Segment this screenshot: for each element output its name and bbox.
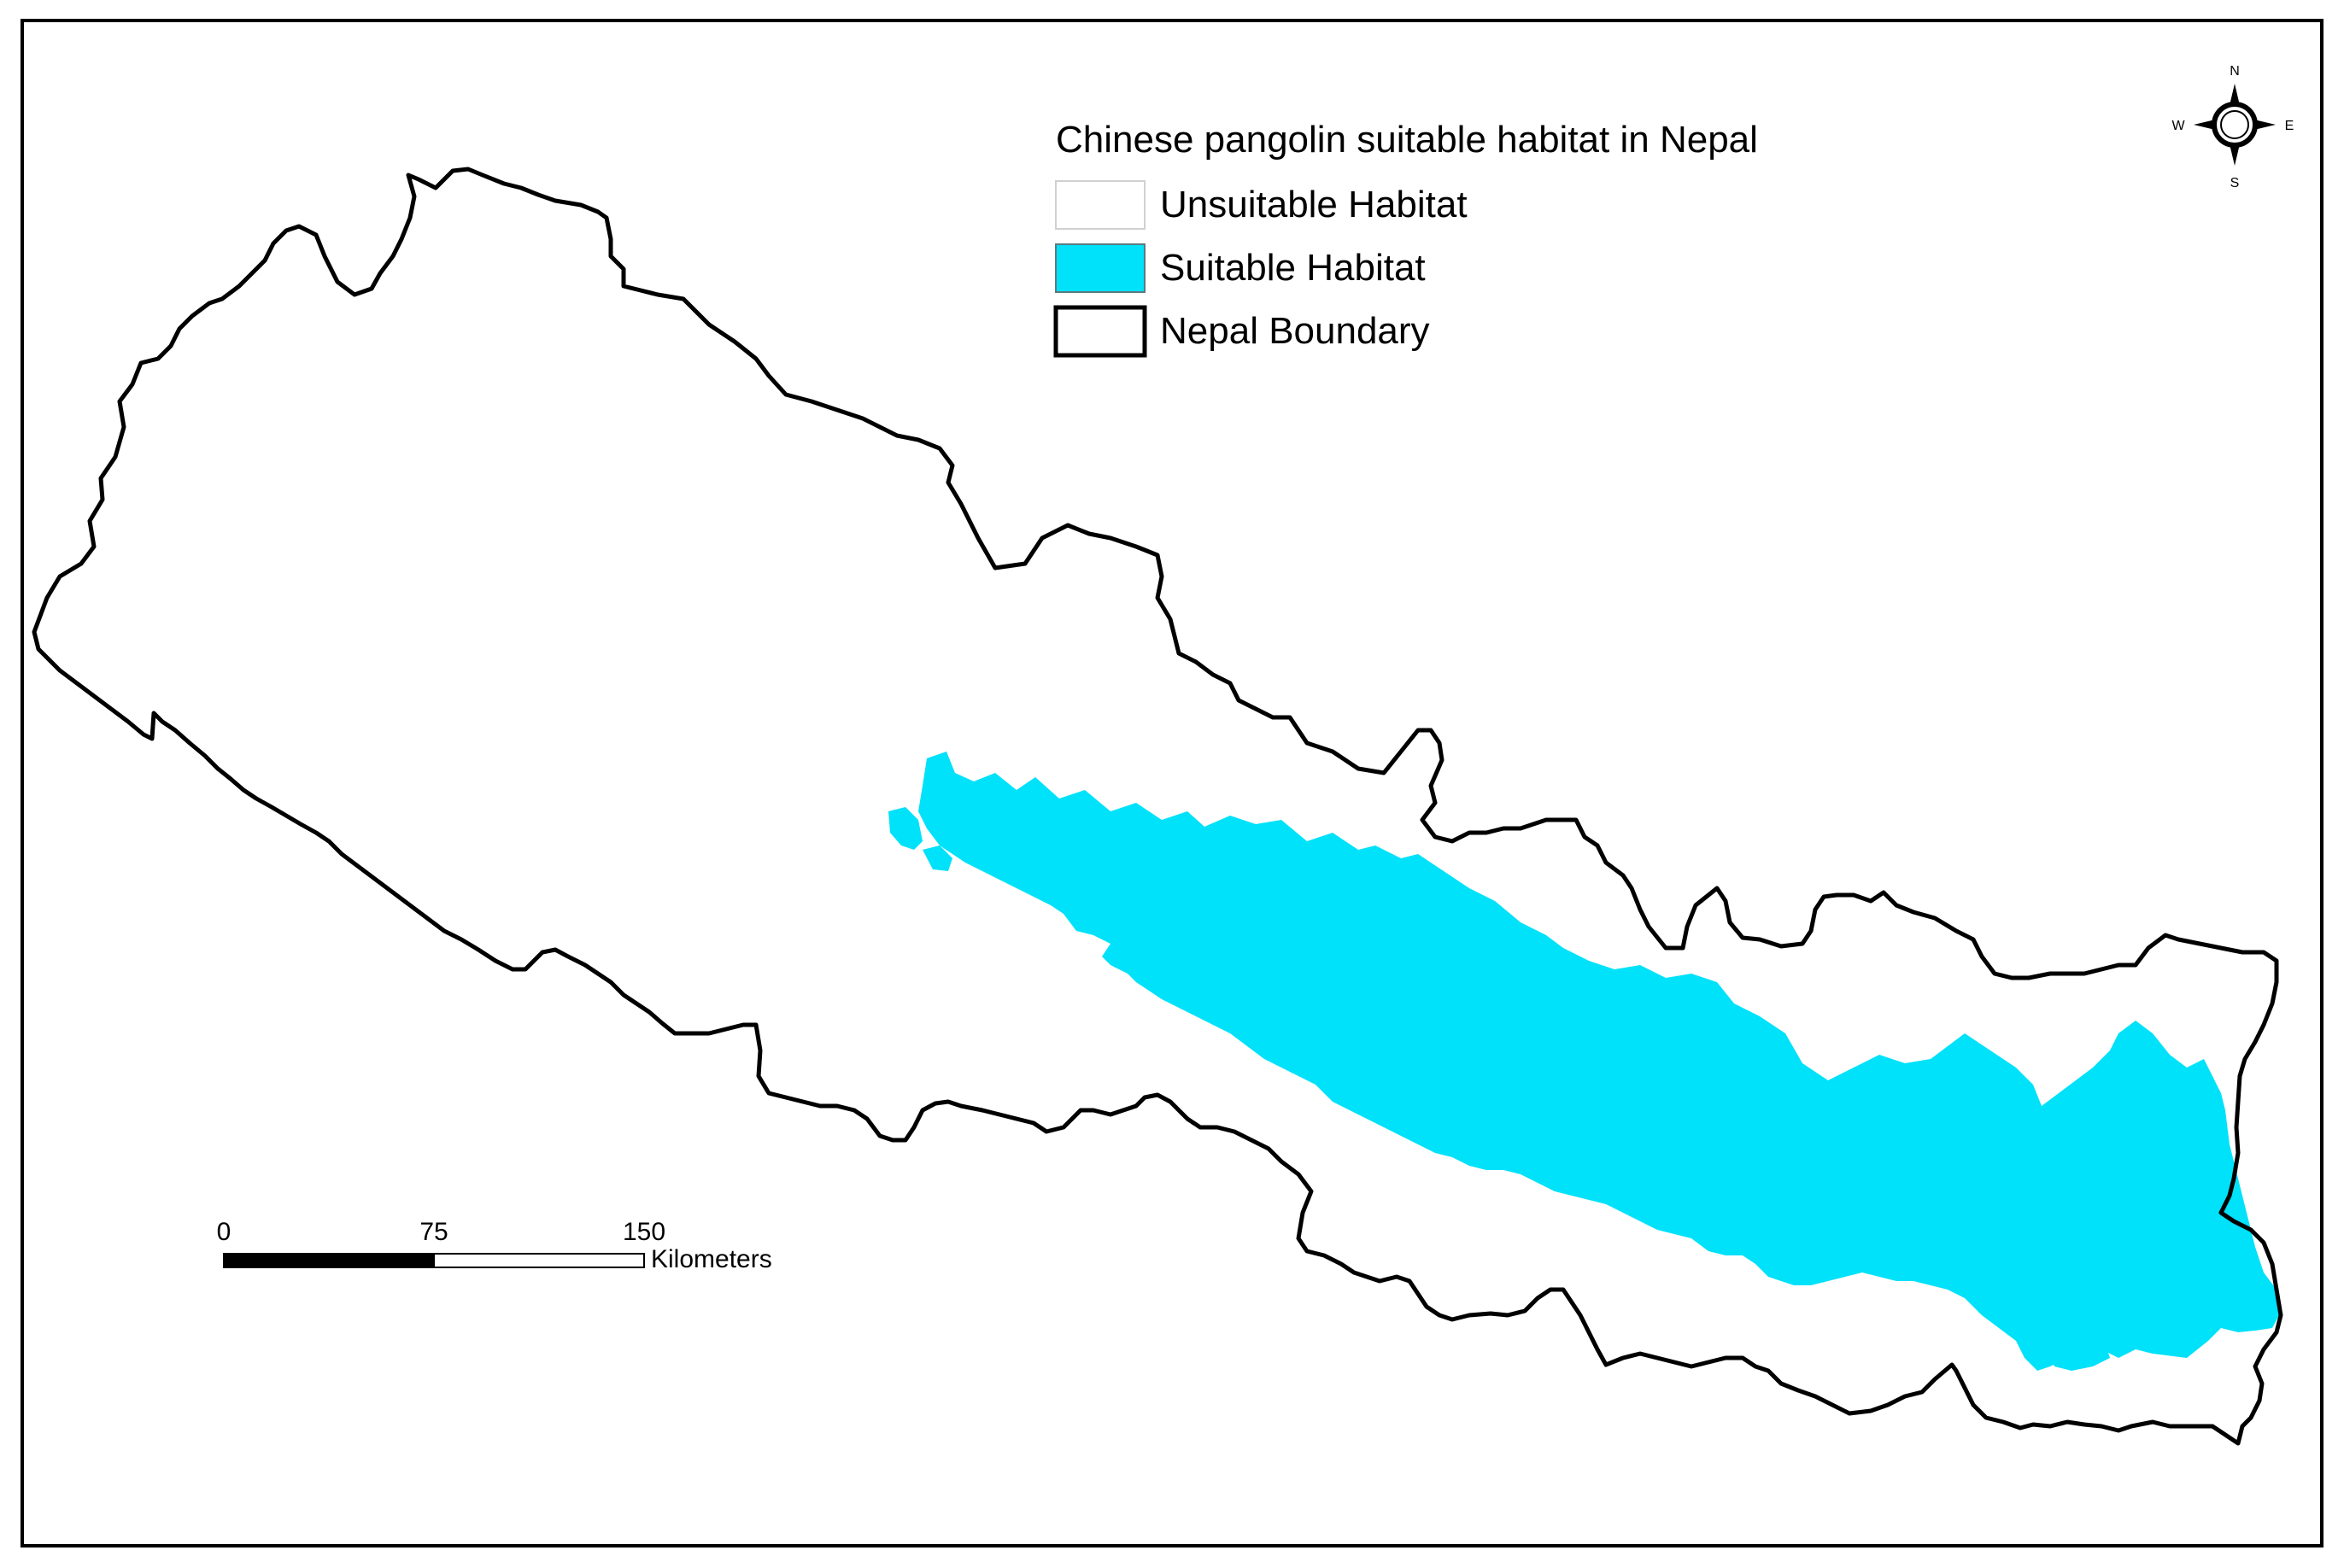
scale-bar-segment-2 (433, 1253, 645, 1268)
suitable-habitat-area (888, 752, 2279, 1371)
scale-tick-0: 0 (217, 1218, 231, 1246)
suitable-habitat-main (918, 752, 2279, 1371)
legend-swatch-unsuitable (1055, 180, 1146, 230)
compass-label-e: E (2285, 119, 2294, 133)
nepal-boundary (32, 167, 2283, 1446)
map-frame (21, 19, 2323, 1548)
compass-label-s: S (2230, 176, 2240, 190)
scale-tick-150: 150 (623, 1218, 665, 1246)
legend-title: Chinese pangolin suitable habitat in Nep… (1056, 119, 1758, 161)
legend-swatch-suitable (1055, 243, 1146, 293)
legend-swatch-boundary (1053, 305, 1147, 358)
suitable-habitat-south-lobe (2042, 1315, 2110, 1371)
suitable-habitat-west-fringe (888, 807, 923, 850)
compass-label-n: N (2230, 64, 2240, 79)
scale-unit-label: Kilometers (651, 1245, 772, 1273)
scale-tick-75: 75 (419, 1218, 448, 1246)
north-arrow: N S E W (2171, 64, 2294, 190)
compass-ring-inner (2220, 110, 2249, 139)
compass-label-w: W (2171, 119, 2185, 133)
scale-bar-segment-1 (223, 1253, 435, 1268)
legend-label-suitable: Suitable Habitat (1160, 247, 1426, 289)
legend-label-boundary: Nepal Boundary (1160, 310, 1430, 352)
suitable-habitat-west-patch (923, 845, 952, 871)
legend-label-unsuitable: Unsuitable Habitat (1160, 184, 1468, 225)
scale-bar: 0 75 150 Kilometers (217, 1218, 772, 1273)
map-legend: Chinese pangolin suitable habitat in Nep… (1053, 119, 1758, 358)
